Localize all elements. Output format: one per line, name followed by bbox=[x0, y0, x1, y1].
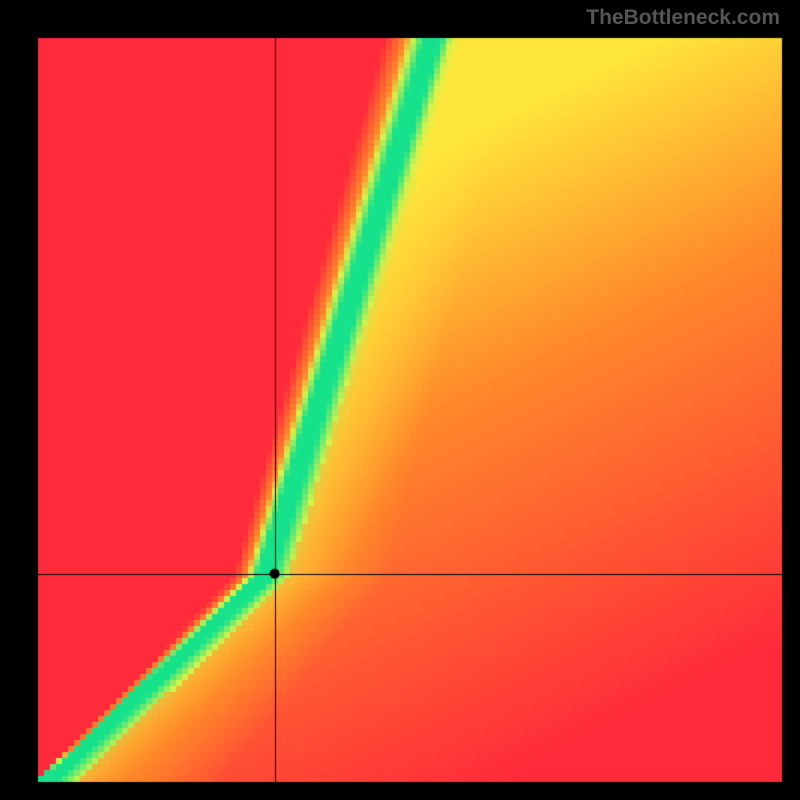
chart-container: TheBottleneck.com bbox=[0, 0, 800, 800]
attribution-label: TheBottleneck.com bbox=[586, 6, 780, 30]
bottleneck-heatmap-canvas bbox=[0, 0, 800, 800]
